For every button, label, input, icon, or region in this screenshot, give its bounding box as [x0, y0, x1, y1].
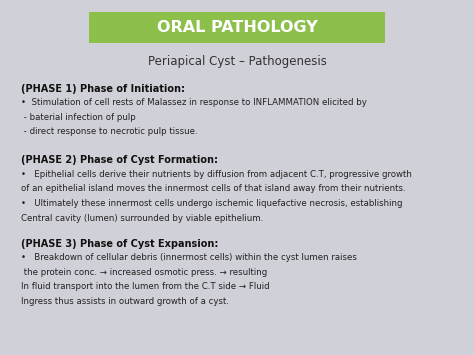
Text: Central cavity (lumen) surrounded by viable epithelium.: Central cavity (lumen) surrounded by via…	[21, 214, 263, 223]
Text: - direct response to necrotic pulp tissue.: - direct response to necrotic pulp tissu…	[21, 127, 198, 136]
Text: of an epithelial island moves the innermost cells of that island away from their: of an epithelial island moves the innerm…	[21, 184, 405, 193]
Text: - baterial infection of pulp: - baterial infection of pulp	[21, 113, 136, 122]
Text: (PHASE 3) Phase of Cyst Expansion:: (PHASE 3) Phase of Cyst Expansion:	[21, 239, 218, 249]
Text: ORAL PATHOLOGY: ORAL PATHOLOGY	[156, 20, 318, 35]
Text: Periapical Cyst – Pathogenesis: Periapical Cyst – Pathogenesis	[147, 55, 327, 68]
FancyBboxPatch shape	[89, 12, 385, 43]
Text: (PHASE 2) Phase of Cyst Formation:: (PHASE 2) Phase of Cyst Formation:	[21, 155, 218, 165]
Text: (PHASE 1) Phase of Initiation:: (PHASE 1) Phase of Initiation:	[21, 84, 185, 94]
Text: •   Breakdown of cellular debris (innermost cells) within the cyst lumen raises: • Breakdown of cellular debris (innermos…	[21, 253, 357, 262]
Text: •   Epithelial cells derive their nutrients by diffusion from adjacent C.T, prog: • Epithelial cells derive their nutrient…	[21, 170, 412, 179]
Text: Ingress thus assists in outward growth of a cyst.: Ingress thus assists in outward growth o…	[21, 297, 229, 306]
Text: the protein conc. → increased osmotic press. → resulting: the protein conc. → increased osmotic pr…	[21, 268, 267, 277]
Text: •  Stimulation of cell rests of Malassez in response to INFLAMMATION elicited by: • Stimulation of cell rests of Malassez …	[21, 98, 367, 107]
Text: In fluid transport into the lumen from the C.T side → Fluid: In fluid transport into the lumen from t…	[21, 283, 270, 291]
Text: •   Ultimately these innermost cells undergo ischemic liquefactive necrosis, est: • Ultimately these innermost cells under…	[21, 199, 402, 208]
